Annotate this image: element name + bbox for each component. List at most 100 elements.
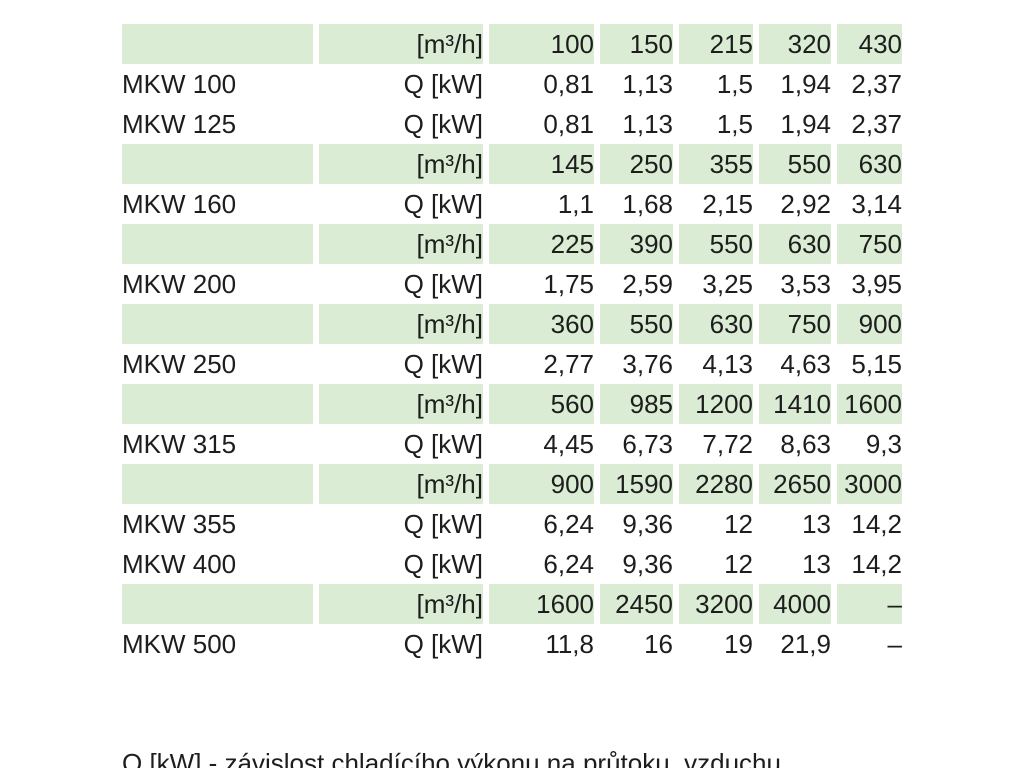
value-cell: 1,5 bbox=[716, 109, 753, 139]
value-cell: 100 bbox=[489, 24, 594, 64]
value-cell: 19 bbox=[724, 629, 753, 659]
model-cell bbox=[122, 144, 313, 184]
value-cell: 1,94 bbox=[780, 109, 831, 139]
value-cell: 3,95 bbox=[851, 269, 902, 299]
value-cell: 13 bbox=[802, 509, 831, 539]
value-cell: 320 bbox=[759, 24, 831, 64]
value-cell: 3200 bbox=[679, 584, 753, 624]
value-cell: 1,5 bbox=[716, 69, 753, 99]
table-row-airflow: [m³/h] 225 390 550 630 750 bbox=[122, 224, 902, 264]
unit-cell: Q [kW] bbox=[403, 429, 483, 459]
value-cell: 750 bbox=[759, 304, 831, 344]
model-cell: MKW 500 bbox=[122, 629, 237, 659]
value-cell: 250 bbox=[600, 144, 673, 184]
value-cell: 12 bbox=[724, 509, 753, 539]
value-cell: 0,81 bbox=[543, 109, 594, 139]
value-cell: 6,73 bbox=[622, 429, 673, 459]
value-cell: 5,15 bbox=[851, 349, 902, 379]
value-cell: 9,36 bbox=[622, 509, 673, 539]
unit-cell: Q [kW] bbox=[403, 269, 483, 299]
model-cell bbox=[122, 384, 313, 424]
model-cell: MKW 315 bbox=[122, 429, 237, 459]
model-cell bbox=[122, 464, 313, 504]
value-cell: 1600 bbox=[489, 584, 594, 624]
model-cell bbox=[122, 224, 313, 264]
table-row-capacity: MKW 500 Q [kW] 11,8 16 19 21,9 – bbox=[122, 624, 902, 664]
value-cell: 430 bbox=[837, 24, 902, 64]
value-cell: 560 bbox=[489, 384, 594, 424]
value-cell: 4000 bbox=[759, 584, 831, 624]
table-row-capacity: MKW 315 Q [kW] 4,45 6,73 7,72 8,63 9,3 bbox=[122, 424, 902, 464]
table-row-capacity: MKW 200 Q [kW] 1,75 2,59 3,25 3,53 3,95 bbox=[122, 264, 902, 304]
value-cell: 3,76 bbox=[622, 349, 673, 379]
unit-cell: Q [kW] bbox=[403, 109, 483, 139]
unit-cell: [m³/h] bbox=[319, 584, 483, 624]
value-cell: 14,2 bbox=[851, 509, 902, 539]
value-cell: 550 bbox=[600, 304, 673, 344]
value-cell: 3,53 bbox=[780, 269, 831, 299]
footnote-line-1: Q [kW] - závislost chladícího výkonu na … bbox=[122, 748, 781, 768]
model-cell: MKW 250 bbox=[122, 349, 237, 379]
value-cell: 360 bbox=[489, 304, 594, 344]
value-cell: 2,15 bbox=[702, 189, 753, 219]
value-cell: 1,13 bbox=[622, 109, 673, 139]
unit-cell: [m³/h] bbox=[319, 304, 483, 344]
value-cell: 2,59 bbox=[622, 269, 673, 299]
unit-cell: [m³/h] bbox=[319, 464, 483, 504]
value-cell: 2,37 bbox=[851, 109, 902, 139]
value-cell: 6,24 bbox=[543, 509, 594, 539]
value-cell: 225 bbox=[489, 224, 594, 264]
value-cell: 6,24 bbox=[543, 549, 594, 579]
table-row-capacity: MKW 400 Q [kW] 6,24 9,36 12 13 14,2 bbox=[122, 544, 902, 584]
value-cell: 14,2 bbox=[851, 549, 902, 579]
model-cell bbox=[122, 304, 313, 344]
value-cell: 145 bbox=[489, 144, 594, 184]
unit-cell: Q [kW] bbox=[403, 509, 483, 539]
cooling-capacity-table: [m³/h] 100 150 215 320 430 MKW 100 Q [kW] 0,81 1,… bbox=[116, 24, 908, 664]
value-cell: 1,1 bbox=[557, 189, 594, 219]
model-cell bbox=[122, 584, 313, 624]
value-cell: 1590 bbox=[600, 464, 673, 504]
value-cell: 900 bbox=[837, 304, 902, 344]
value-cell: 3000 bbox=[837, 464, 902, 504]
value-cell: 1200 bbox=[679, 384, 753, 424]
value-cell: 1,68 bbox=[622, 189, 673, 219]
value-cell: 355 bbox=[679, 144, 753, 184]
model-cell: MKW 400 bbox=[122, 549, 237, 579]
value-cell: 3,25 bbox=[702, 269, 753, 299]
value-cell: 630 bbox=[837, 144, 902, 184]
value-cell: 11,8 bbox=[545, 629, 594, 659]
value-cell: 2,37 bbox=[851, 69, 902, 99]
value-cell: 13 bbox=[802, 549, 831, 579]
value-cell: 1,75 bbox=[543, 269, 594, 299]
model-cell bbox=[122, 24, 313, 64]
value-cell: 215 bbox=[679, 24, 753, 64]
value-cell: 16 bbox=[644, 629, 673, 659]
model-cell: MKW 125 bbox=[122, 109, 237, 139]
unit-cell: Q [kW] bbox=[403, 349, 483, 379]
value-cell: 7,72 bbox=[702, 429, 753, 459]
table-row-airflow: [m³/h] 100 150 215 320 430 bbox=[122, 24, 902, 64]
value-cell: 1,13 bbox=[622, 69, 673, 99]
value-cell: 750 bbox=[837, 224, 902, 264]
value-cell: 2450 bbox=[600, 584, 673, 624]
table-row-capacity: MKW 355 Q [kW] 6,24 9,36 12 13 14,2 bbox=[122, 504, 902, 544]
value-cell: 390 bbox=[600, 224, 673, 264]
value-cell: 630 bbox=[759, 224, 831, 264]
table-row-capacity: MKW 125 Q [kW] 0,81 1,13 1,5 1,94 2,37 bbox=[122, 104, 902, 144]
value-cell: 2,92 bbox=[780, 189, 831, 219]
value-cell: 4,13 bbox=[702, 349, 753, 379]
value-cell: 9,36 bbox=[622, 549, 673, 579]
value-cell: 0,81 bbox=[543, 69, 594, 99]
value-cell: 1410 bbox=[759, 384, 831, 424]
table-row-airflow: [m³/h] 560 985 1200 1410 1600 bbox=[122, 384, 902, 424]
table-row-airflow: [m³/h] 360 550 630 750 900 bbox=[122, 304, 902, 344]
value-cell: 2,77 bbox=[543, 349, 594, 379]
footnote: Q [kW] - závislost chladícího výkonu na … bbox=[122, 683, 831, 768]
unit-cell: Q [kW] bbox=[403, 69, 483, 99]
unit-cell: Q [kW] bbox=[403, 549, 483, 579]
value-cell: 550 bbox=[759, 144, 831, 184]
table-row-capacity: MKW 250 Q [kW] 2,77 3,76 4,13 4,63 5,15 bbox=[122, 344, 902, 384]
table-row-airflow: [m³/h] 145 250 355 550 630 bbox=[122, 144, 902, 184]
